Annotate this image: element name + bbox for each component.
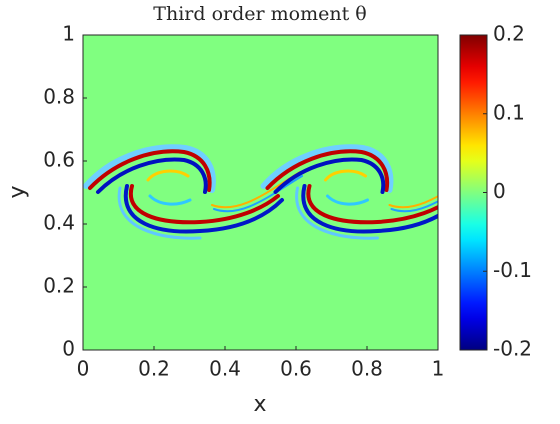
x-tick-label: 1: [432, 357, 445, 381]
x-tick-label: 0: [77, 357, 90, 381]
x-tick-label: 0.4: [209, 357, 241, 381]
field-background: [83, 35, 438, 350]
colorbar-tick-label: 0.2: [493, 22, 525, 46]
y-axis-label: y: [5, 185, 30, 198]
colorbar-tick-label: 0: [493, 179, 506, 203]
colorbar: [459, 34, 488, 351]
vortex: [83, 144, 303, 240]
x-tick-label: 0.2: [138, 357, 170, 381]
x-axis-label: x: [253, 392, 266, 417]
plot-frame: [82, 34, 439, 351]
field-pattern: [83, 144, 480, 240]
colorbar-tick-label: -0.2: [493, 337, 532, 361]
y-tick-label: 1: [62, 22, 75, 46]
x-tick-label: 0.6: [280, 357, 312, 381]
colorbar-tick-label: -0.1: [493, 258, 532, 282]
y-tick-label: 0.2: [43, 274, 75, 298]
x-tick-label: 0.8: [351, 357, 383, 381]
chart-title: Third order moment θ: [153, 3, 366, 25]
y-tick-label: 0.6: [43, 148, 75, 172]
y-tick-label: 0.8: [43, 85, 75, 109]
y-tick-label: 0.4: [43, 211, 75, 235]
y-tick-label: 0: [62, 337, 75, 361]
colorbar-tick-label: 0.1: [493, 100, 525, 124]
